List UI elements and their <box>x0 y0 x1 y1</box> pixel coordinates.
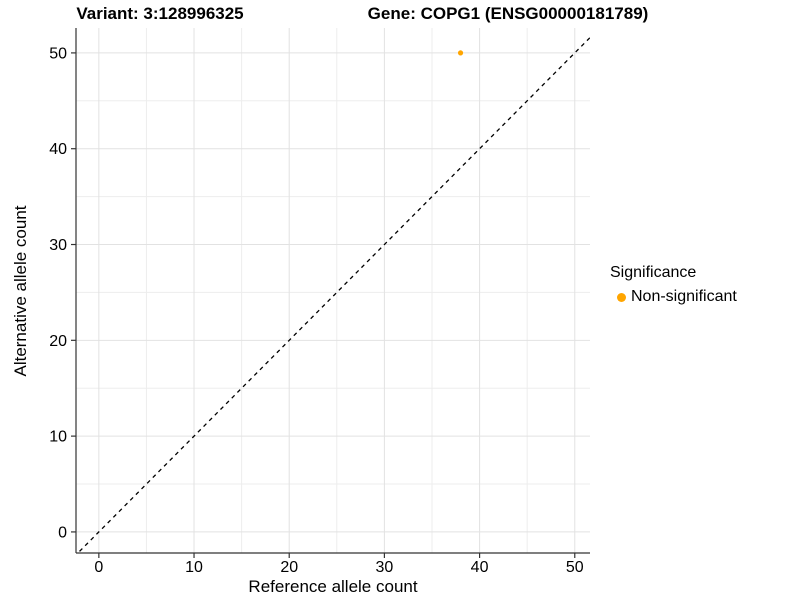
legend-item: Non-significant <box>610 288 737 306</box>
x-tick-label: 0 <box>94 559 103 576</box>
y-axis-label: Alternative allele count <box>11 205 30 377</box>
y-tick-label: 50 <box>49 45 67 62</box>
y-tick-label: 10 <box>49 429 67 446</box>
legend-item-label: Non-significant <box>631 288 737 305</box>
x-tick-label: 20 <box>280 559 298 576</box>
y-tick-label: 0 <box>58 524 67 541</box>
identity-reference-line <box>76 36 590 553</box>
data-point <box>457 50 464 56</box>
legend-point-icon <box>617 292 626 302</box>
y-tick-label: 20 <box>49 333 67 350</box>
y-tick-label: 30 <box>49 237 67 254</box>
plot-title-variant: Variant: 3:128996325 <box>76 4 244 23</box>
x-tick-label: 30 <box>376 559 394 576</box>
x-tick-label: 50 <box>566 559 584 576</box>
x-tick-label: 40 <box>471 559 489 576</box>
legend: Significance Non-significant <box>610 264 737 306</box>
plot-title-gene: Gene: COPG1 (ENSG00000181789) <box>367 4 649 23</box>
x-axis-label: Reference allele count <box>248 577 418 596</box>
x-tick-label: 10 <box>185 559 203 576</box>
legend-title: Significance <box>610 264 697 281</box>
y-tick-label: 40 <box>49 141 67 158</box>
